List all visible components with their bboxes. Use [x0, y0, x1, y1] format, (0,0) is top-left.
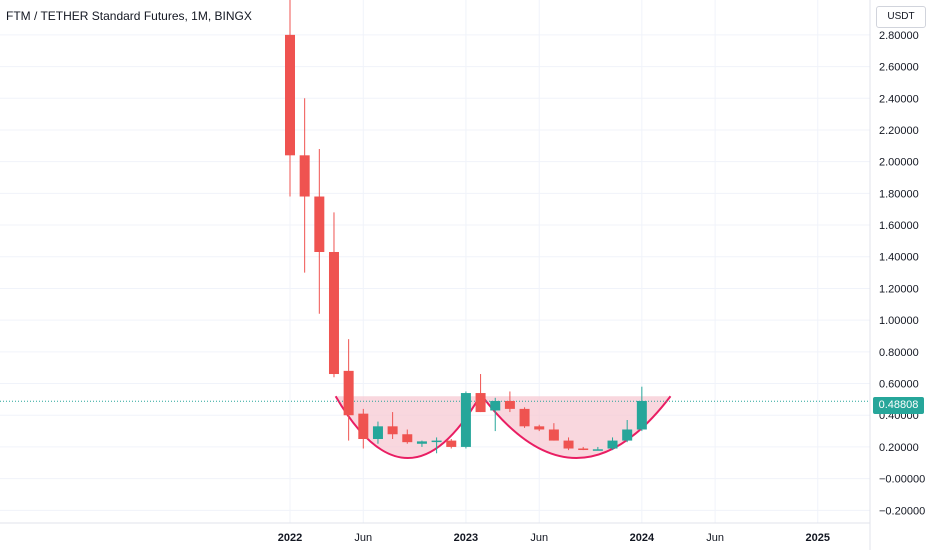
candle-body: [534, 426, 545, 430]
candle-body: [460, 393, 471, 447]
y-tick-label: 1.00000: [879, 315, 919, 327]
candle-body: [636, 400, 647, 430]
candle-body: [372, 426, 383, 440]
candle-body: [504, 400, 515, 409]
candle-body: [387, 426, 398, 435]
candle-body: [548, 429, 559, 441]
candle[interactable]: [622, 419, 633, 443]
candle[interactable]: [299, 98, 310, 273]
candle[interactable]: [578, 446, 589, 451]
candle-body: [519, 408, 530, 427]
y-tick-label: 1.40000: [879, 252, 919, 264]
x-tick-label: Jun: [354, 532, 372, 544]
x-axis-ticks[interactable]: 2022 Jun 2023 Jun 2024 Jun 2025: [278, 532, 830, 544]
y-tick-label: 0.20000: [879, 442, 919, 454]
candle[interactable]: [314, 148, 325, 314]
candle[interactable]: [534, 424, 545, 432]
x-tick-label: 2023: [454, 532, 478, 544]
candles: [285, 0, 647, 454]
candle-body: [328, 251, 339, 375]
candle[interactable]: [416, 440, 427, 447]
candle-body: [490, 400, 501, 411]
candle-body: [314, 196, 325, 252]
candle-body: [607, 440, 618, 449]
candle[interactable]: [285, 0, 295, 197]
y-tick-label: 2.40000: [879, 93, 919, 105]
y-tick-label: 2.80000: [879, 30, 919, 42]
candle[interactable]: [475, 374, 486, 413]
candle-body: [592, 449, 603, 451]
candle[interactable]: [431, 437, 442, 454]
candle-body: [299, 155, 310, 197]
y-tick-label: −0.20000: [879, 505, 925, 517]
candle[interactable]: [358, 408, 369, 449]
candle[interactable]: [387, 412, 398, 440]
x-tick-label: Jun: [530, 532, 548, 544]
candle[interactable]: [548, 423, 559, 441]
candle-body: [578, 448, 589, 451]
candle[interactable]: [402, 429, 413, 444]
candle[interactable]: [372, 421, 383, 444]
last-price-label: 0.48808: [873, 397, 924, 414]
candle-body: [416, 441, 427, 444]
y-tick-label: −0.00000: [879, 474, 925, 486]
y-tick-label: 2.60000: [879, 62, 919, 74]
candle-body: [475, 393, 486, 413]
candle-body: [358, 413, 369, 440]
x-tick-label: 2022: [278, 532, 302, 544]
candle-body: [563, 440, 574, 449]
x-tick-label: 2025: [806, 532, 830, 544]
cup-patterns: [334, 395, 672, 460]
candle-body: [285, 34, 295, 156]
candle[interactable]: [328, 212, 339, 378]
candle-body: [402, 434, 413, 443]
candle[interactable]: [343, 339, 354, 441]
y-tick-label: 2.00000: [879, 157, 919, 169]
candle[interactable]: [490, 397, 501, 432]
y-tick-label: 1.80000: [879, 188, 919, 200]
chart-title: FTM / TETHER Standard Futures, 1M, BINGX: [6, 9, 252, 23]
axes: [0, 0, 871, 550]
y-tick-label: 1.60000: [879, 220, 919, 232]
candle[interactable]: [504, 391, 515, 413]
y-tick-label: 0.80000: [879, 347, 919, 359]
y-tick-label: 2.20000: [879, 125, 919, 137]
y-tick-label: 0.60000: [879, 379, 919, 391]
candle[interactable]: [592, 446, 603, 451]
candle-body: [343, 370, 354, 416]
candle[interactable]: [519, 407, 530, 428]
candle[interactable]: [607, 437, 618, 451]
candle-body: [622, 429, 633, 441]
candle[interactable]: [563, 437, 574, 451]
y-axis-ticks[interactable]: 2.80000 2.60000 2.40000 2.20000 2.00000 1.800…: [879, 30, 925, 517]
y-tick-label: 1.20000: [879, 283, 919, 295]
currency-button[interactable]: USDT: [876, 6, 926, 28]
candle-body: [446, 440, 457, 447]
candle-body: [431, 440, 442, 443]
x-tick-label: 2024: [630, 532, 655, 544]
candle[interactable]: [446, 439, 457, 449]
x-tick-label: Jun: [706, 532, 724, 544]
candle[interactable]: [460, 391, 471, 449]
candle[interactable]: [636, 386, 647, 432]
